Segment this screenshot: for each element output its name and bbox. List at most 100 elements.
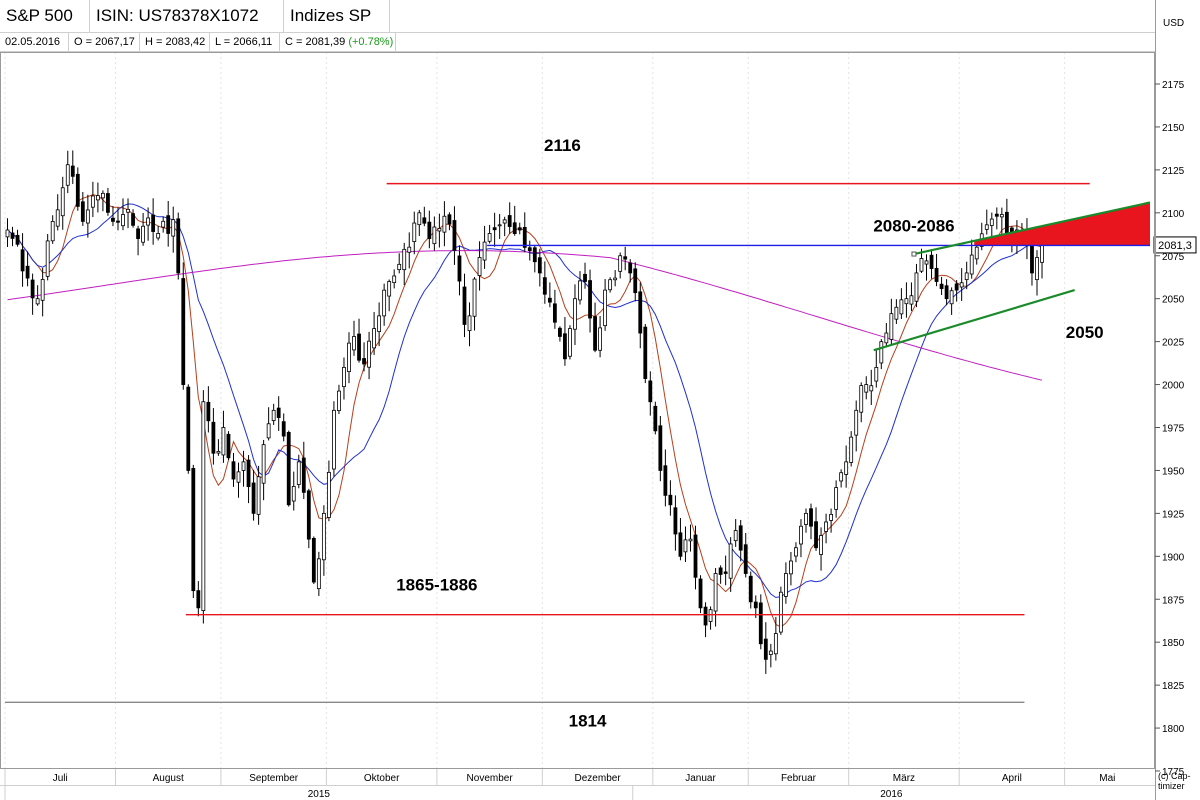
candle-up — [60, 187, 65, 217]
candle-up — [337, 390, 341, 412]
candle-up — [874, 366, 879, 382]
lower-trendline — [873, 289, 1075, 352]
candle-down — [131, 213, 135, 226]
candle-up — [65, 164, 70, 186]
candle-down — [658, 425, 663, 471]
candle-down — [211, 421, 216, 454]
candle-up — [291, 486, 296, 502]
candle-down — [70, 165, 75, 177]
candle-down — [80, 201, 85, 222]
candle-up — [90, 195, 95, 208]
candle-up — [899, 299, 904, 315]
candle-down — [181, 278, 186, 385]
month-label: Dezember — [575, 773, 622, 784]
candle-down — [558, 327, 562, 337]
candle-down — [492, 227, 497, 231]
candle-up — [804, 512, 808, 525]
candle-up — [789, 560, 793, 575]
y-tick-label: 2125 — [1162, 166, 1185, 177]
month-label: Februar — [781, 773, 817, 784]
copyright-label: (c) Cap-timizer — [1158, 771, 1191, 791]
ohlc-open: O = 2067,17 — [69, 33, 140, 51]
candle-down — [663, 465, 668, 496]
candle-down — [226, 433, 231, 459]
candle-up — [909, 295, 914, 305]
candle-down — [512, 222, 517, 234]
candle-up — [487, 233, 492, 242]
y-tick-label: 1900 — [1162, 552, 1185, 563]
y-tick-label: 2175 — [1162, 80, 1185, 91]
plot-frame — [0, 52, 1155, 769]
candle-up — [146, 217, 151, 226]
candle-up — [839, 472, 844, 482]
candle-up — [728, 543, 733, 579]
candle-up — [773, 633, 778, 655]
candle-down — [532, 247, 537, 263]
candle-down — [748, 575, 753, 603]
candle-down — [106, 193, 110, 213]
candle-up — [608, 279, 613, 291]
candle-up — [467, 315, 472, 332]
candle-up — [999, 214, 1004, 218]
candle-down — [166, 215, 171, 234]
candle-up — [1035, 257, 1039, 281]
candle-up — [372, 328, 377, 349]
candle-up — [733, 530, 738, 542]
candle-up — [402, 248, 407, 271]
candle-down — [136, 228, 140, 239]
y-tick-label: 1925 — [1162, 509, 1185, 520]
candle-down — [75, 173, 80, 207]
month-label: November — [467, 773, 514, 784]
candle-down — [151, 214, 156, 232]
candle-down — [191, 468, 196, 592]
candle-up — [216, 451, 221, 454]
candle-up — [783, 573, 788, 597]
candle-up — [924, 260, 929, 265]
candle-down — [628, 262, 633, 274]
annotation-label: 2080-2086 — [873, 217, 954, 236]
candle-up — [859, 385, 864, 413]
candle-up — [377, 315, 382, 332]
candle-up — [352, 336, 356, 351]
month-label: März — [893, 773, 915, 784]
annotation-label: 2050 — [1066, 323, 1104, 342]
candle-down — [668, 494, 673, 506]
ohlc-high: H = 2083,42 — [140, 33, 210, 51]
candle-up — [879, 341, 884, 364]
candle-down — [944, 285, 949, 300]
candle-down — [427, 221, 432, 239]
candle-up — [156, 233, 161, 239]
candle-down — [537, 257, 542, 274]
candle-down — [738, 525, 743, 551]
candle-up — [914, 272, 919, 302]
candle-up — [236, 471, 241, 483]
candle-down — [552, 303, 557, 323]
candle-up — [271, 409, 276, 421]
candle-up — [367, 340, 371, 368]
candle-up — [477, 257, 482, 276]
candle-down — [301, 457, 306, 493]
candle-down — [623, 256, 628, 260]
candle-down — [583, 273, 587, 282]
candle-down — [723, 571, 728, 574]
candle-up — [864, 384, 869, 393]
candle-up — [442, 215, 447, 233]
candle-up — [321, 512, 326, 561]
candle-up — [949, 290, 954, 305]
candle-down — [286, 432, 291, 506]
candle-up — [221, 427, 226, 456]
candle-up — [849, 436, 854, 463]
candle-up — [618, 255, 623, 272]
month-label: Mai — [1099, 773, 1115, 784]
candle-up — [256, 476, 261, 515]
candle-up — [889, 313, 894, 340]
candle-up — [568, 328, 572, 357]
candle-up — [768, 650, 773, 655]
candle-down — [251, 482, 256, 514]
candle-down — [743, 544, 748, 574]
candle-up — [834, 487, 839, 510]
candle-up — [578, 280, 582, 301]
ma-fast-line — [7, 194, 1043, 628]
y-tick-label: 1950 — [1162, 466, 1185, 477]
